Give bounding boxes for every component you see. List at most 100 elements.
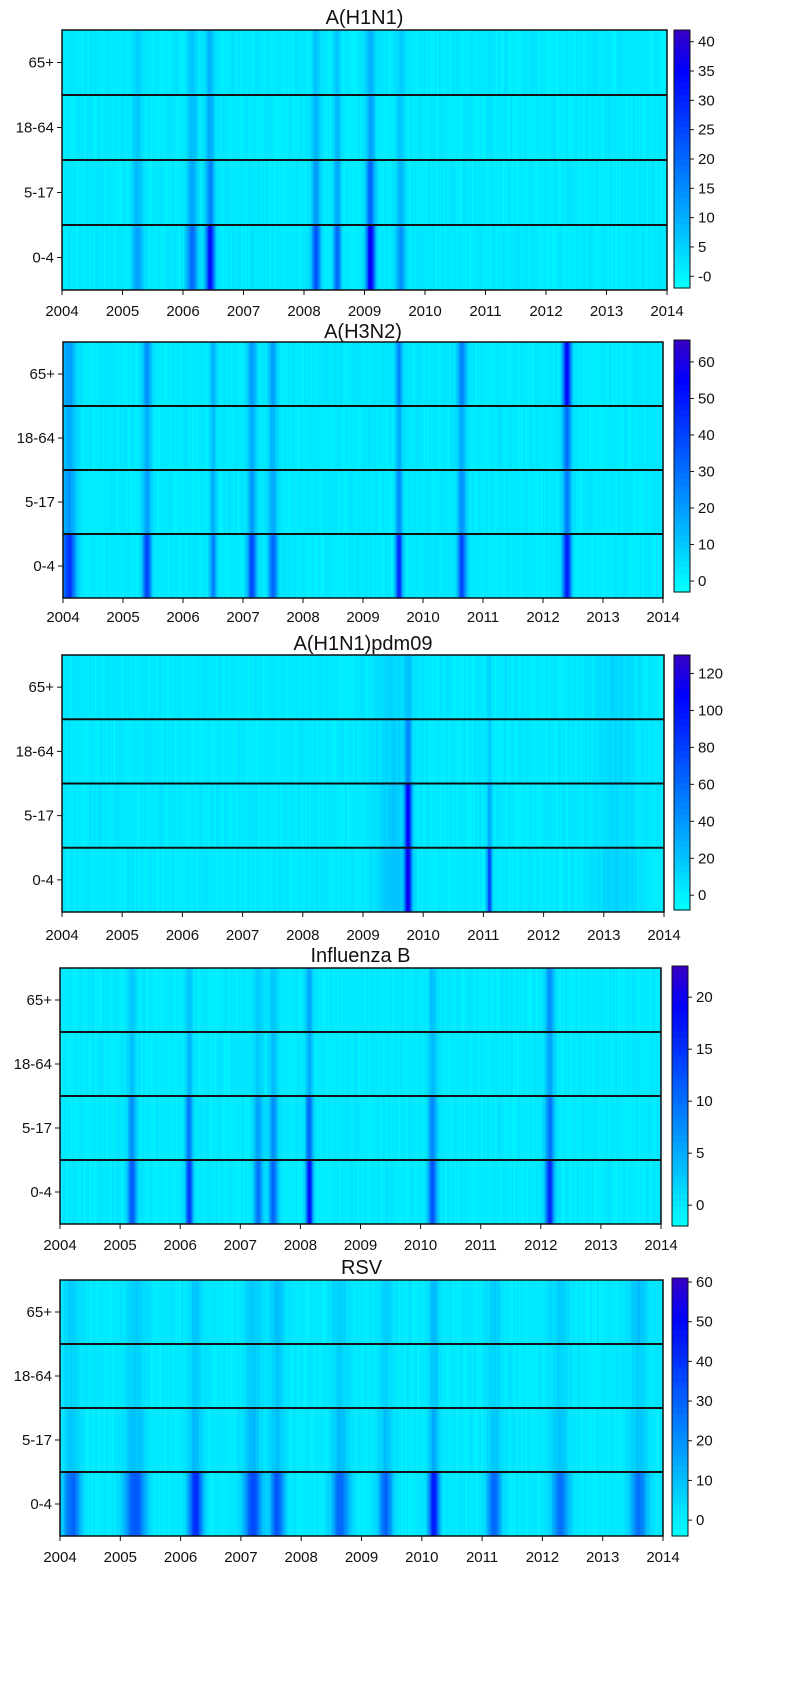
heatmap-cell [613,470,616,534]
heatmap-cell [183,655,186,720]
heatmap-cell [329,30,332,95]
heatmap-cell [321,406,324,470]
heatmap-cell [409,30,412,95]
heatmap-cell [507,406,509,470]
heatmap-cell [540,30,542,95]
heatmap-cell [523,470,526,534]
heatmap-cell [277,30,279,95]
colorbar-step [674,42,690,50]
heatmap-cell [427,160,430,225]
heatmap-cell [575,95,577,160]
heatmap-cell [580,30,583,95]
heatmap-cell [351,534,354,598]
heatmap-cell [611,95,613,160]
heatmap-cell [526,406,529,470]
heatmap-cell [406,470,409,534]
heatmap-cell [568,95,570,160]
heatmap-cell [388,30,391,95]
heatmap-cell [518,534,521,598]
heatmap-cell [195,406,198,470]
heatmap-cell [101,719,104,784]
heatmap-cell [68,30,71,95]
heatmap-cell [85,95,88,160]
heatmap-cell [592,30,595,95]
heatmap-cell [215,655,218,720]
heatmap-cell [271,160,274,225]
heatmap-cell [622,655,625,720]
heatmap-cell [157,30,160,95]
heatmap-cell [451,534,454,598]
heatmap-cell [495,406,498,470]
heatmap-cell [428,470,431,534]
heatmap-cell [131,719,134,784]
heatmap-cell [507,470,509,534]
colorbar-step [674,491,690,499]
heatmap-cell [347,655,350,720]
heatmap-cell [582,95,584,160]
heatmap-cell [277,160,279,225]
heatmap-cell [141,225,143,290]
heatmap-cell [544,30,547,95]
heatmap-cell [324,225,327,290]
heatmap-cell [106,95,108,160]
heatmap-cell [237,406,239,470]
heatmap-cell [222,225,225,290]
heatmap-cell [571,225,574,290]
heatmap-cell [380,534,383,598]
heatmap-cell [245,225,248,290]
heatmap-cell [283,534,286,598]
heatmap-cell [84,95,86,160]
heatmap-cell [545,534,548,598]
heatmap-cell [594,470,597,534]
heatmap-cell [108,719,111,784]
heatmap-cell [545,342,548,406]
heatmap-cell [639,225,641,290]
heatmap-cell [549,655,552,720]
heatmap-cell [526,30,528,95]
heatmap-cell [309,342,312,406]
heatmap-cell [351,160,354,225]
heatmap-cell [536,406,538,470]
heatmap-cell [326,30,328,95]
heatmap-cell [238,470,241,534]
heatmap-cell [520,160,523,225]
heatmap-cell [637,470,640,534]
heatmap-cell [384,342,387,406]
heatmap-cell [273,406,275,470]
heatmap-cell [215,160,218,225]
heatmap-cell [548,342,551,406]
heatmap-cell [239,406,242,470]
heatmap-cell [334,160,337,225]
heatmap-cell [564,534,567,598]
heatmap-cell [196,406,199,470]
heatmap-cell [632,95,634,160]
heatmap-cell [562,655,564,720]
heatmap-cell [366,470,369,534]
heatmap-cell [589,225,591,290]
heatmap-cell [275,406,278,470]
heatmap-cell [524,406,527,470]
heatmap-cell [313,655,315,720]
heatmap-cell [344,160,347,225]
heatmap-cell [628,534,631,598]
heatmap-cell [603,160,605,225]
heatmap-cell [123,95,126,160]
heatmap-cell [361,30,363,95]
heatmap-cell [79,406,81,470]
heatmap-cell [460,655,463,720]
colorbar-step [674,497,690,505]
heatmap-cell [569,470,572,534]
heatmap-cell [617,655,620,720]
heatmap-cell [218,406,221,470]
heatmap-cell [263,534,266,598]
heatmap-cell [273,30,276,95]
heatmap-cell [597,534,599,598]
heatmap-cell [576,225,579,290]
heatmap-cell [549,225,552,290]
heatmap-cell [331,470,334,534]
heatmap-cell [362,160,364,225]
heatmap-cell [269,95,271,160]
colorbar-step [674,346,690,354]
heatmap-cell [655,95,658,160]
